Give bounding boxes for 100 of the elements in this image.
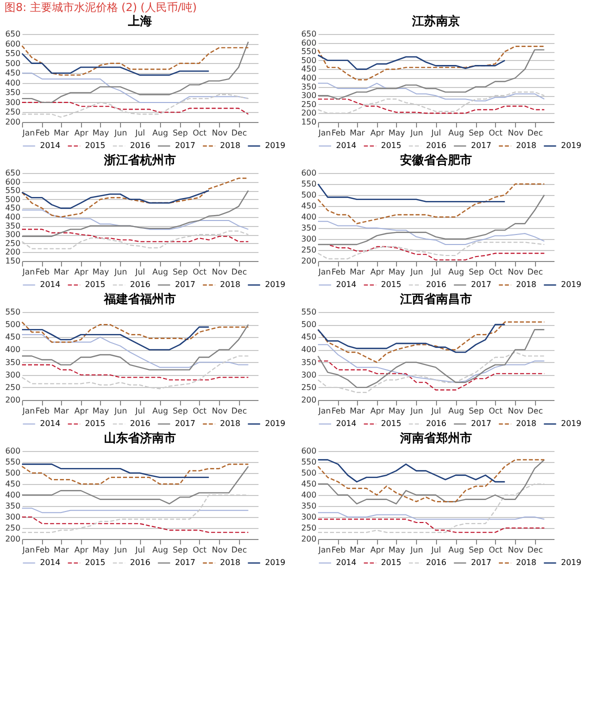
legend-label: 2018: [220, 280, 240, 289]
x-tick-label: Mar: [54, 268, 70, 276]
line-series: [21, 228, 249, 242]
legend-label: 2014: [40, 280, 60, 289]
legend-label: 2016: [130, 280, 150, 289]
legend-label: 2015: [381, 419, 402, 428]
x-tick-label: Sep: [468, 546, 484, 554]
y-tick-label: 350: [301, 358, 316, 367]
x-tick-label: Jan: [318, 268, 331, 276]
y-tick-label: 600: [301, 168, 316, 178]
legend-label: 2014: [336, 280, 356, 289]
y-tick-label: 400: [301, 212, 316, 222]
y-tick-label: 150: [5, 256, 20, 266]
y-tick-label: 200: [301, 108, 316, 118]
line-series: [318, 220, 545, 245]
y-tick-label: 250: [5, 382, 20, 392]
line-series: [317, 54, 506, 70]
x-tick-label: Jan: [22, 268, 35, 276]
x-tick-label: Mar: [54, 128, 70, 138]
x-tick-label: May: [92, 268, 110, 276]
x-tick-label: Dec: [527, 546, 543, 554]
x-tick-label: Apr: [370, 406, 385, 416]
legend-label: 2017: [471, 280, 492, 289]
legend-label: 2016: [426, 558, 446, 567]
line-series: [21, 326, 210, 350]
chart-title: 河南省郑州市: [399, 431, 472, 445]
legend-label: 2015: [85, 558, 106, 567]
x-tick-label: Apr: [370, 546, 385, 554]
y-tick-label: 450: [301, 480, 316, 488]
x-tick-label: Jul: [430, 546, 442, 554]
y-tick-label: 550: [5, 186, 20, 196]
legend-label: 2018: [220, 141, 240, 150]
y-tick-label: 600: [5, 446, 20, 456]
legend-label: 2014: [40, 141, 60, 150]
y-tick-label: 400: [301, 74, 316, 82]
legend-label: 2017: [471, 558, 492, 567]
line-series: [317, 46, 545, 80]
x-tick-label: Jul: [134, 128, 146, 138]
x-tick-label: Oct: [488, 128, 503, 138]
x-tick-label: Jul: [134, 406, 146, 416]
x-tick-label: Jun: [114, 406, 128, 416]
y-tick-label: 350: [5, 358, 20, 367]
x-tick-label: Sep: [172, 406, 188, 416]
y-tick-label: 550: [5, 49, 20, 58]
x-tick-label: Feb: [35, 406, 50, 416]
line-series: [21, 324, 249, 370]
x-tick-label: Oct: [192, 546, 207, 554]
line-series: [22, 334, 249, 368]
line-series: [317, 321, 545, 363]
legend-label: 2019: [561, 141, 582, 150]
x-tick-label: Aug: [448, 406, 464, 416]
legend-label: 2019: [265, 141, 286, 150]
line-series: [21, 102, 249, 115]
chart-title: 福建省福州市: [103, 292, 176, 306]
line-series: [21, 45, 249, 76]
line-series: [21, 190, 249, 237]
y-tick-label: 250: [5, 524, 20, 532]
x-tick-label: Feb: [331, 268, 346, 276]
y-tick-label: 400: [5, 490, 20, 500]
line-series: [318, 82, 545, 102]
y-tick-label: 300: [301, 370, 316, 380]
x-tick-label: Dec: [231, 268, 247, 276]
x-tick-label: Jan: [22, 546, 35, 554]
line-series: [317, 194, 545, 246]
y-tick-label: 250: [301, 246, 316, 254]
x-tick-label: Apr: [370, 268, 385, 276]
y-tick-label: 300: [5, 370, 20, 380]
y-tick-label: 400: [301, 490, 316, 500]
line-series: [317, 183, 506, 202]
x-tick-label: Apr: [74, 406, 89, 416]
x-tick-label: Dec: [527, 406, 543, 416]
y-tick-label: 500: [5, 468, 20, 478]
x-tick-label: Apr: [74, 268, 89, 276]
x-tick-label: Oct: [192, 268, 207, 276]
line-series: [318, 512, 545, 520]
x-tick-label: Apr: [74, 546, 89, 554]
y-tick-label: 500: [5, 58, 20, 68]
legend-label: 2019: [561, 558, 582, 567]
x-tick-label: Oct: [488, 546, 503, 554]
legend-label: 2019: [265, 280, 286, 289]
legend-label: 2015: [85, 419, 106, 428]
chart-title: 浙江省杭州市: [103, 153, 176, 167]
chart-title: 山东省济南市: [104, 431, 176, 445]
legend-label: 2017: [471, 141, 492, 150]
line-series: [317, 49, 545, 100]
x-tick-label: Jul: [430, 128, 442, 138]
x-tick-label: May: [388, 268, 406, 276]
x-tick-label: Sep: [468, 128, 484, 138]
y-tick-label: 550: [301, 458, 316, 466]
y-tick-label: 600: [5, 177, 20, 186]
legend-label: 2018: [220, 558, 240, 567]
line-series: [21, 464, 210, 478]
x-tick-label: Jul: [430, 406, 442, 416]
line-series: [317, 360, 545, 390]
y-tick-label: 600: [301, 446, 316, 456]
legend-label: 2014: [336, 419, 356, 428]
legend-label: 2016: [426, 419, 446, 428]
line-series: [21, 466, 249, 504]
line-series: [317, 324, 506, 353]
x-tick-label: Aug: [448, 268, 464, 276]
